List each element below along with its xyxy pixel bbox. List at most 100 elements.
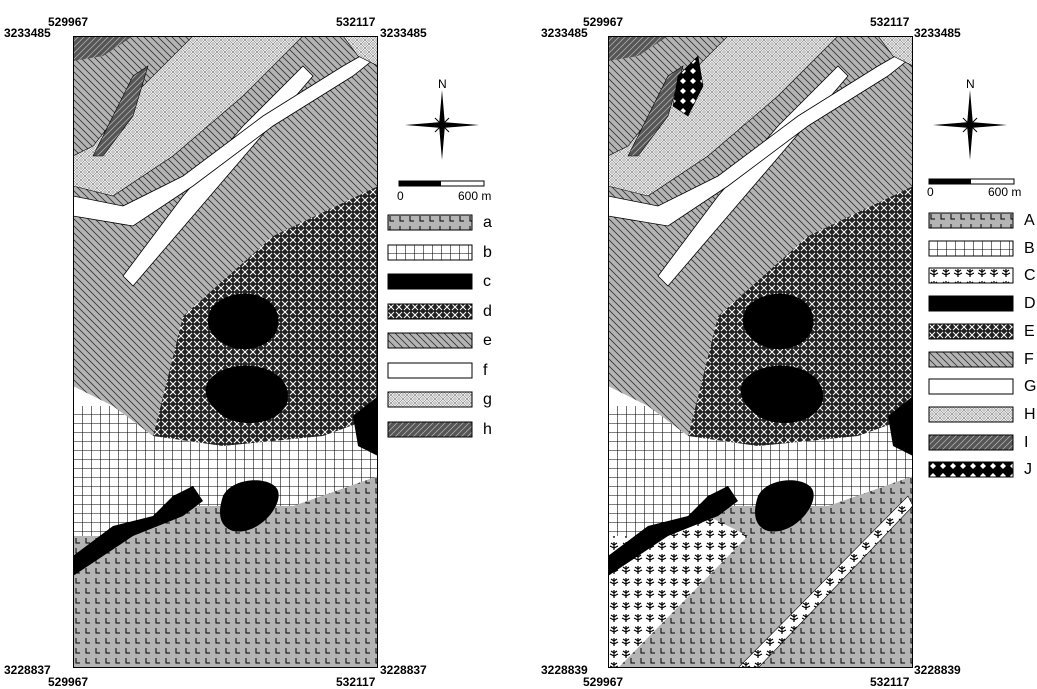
legend-label: d [483, 302, 492, 320]
legend-swatch [928, 406, 1014, 423]
legend-label: C [1024, 267, 1036, 285]
legend-swatch [928, 240, 1014, 257]
legend-swatch [387, 391, 473, 408]
legend-label: h [483, 420, 492, 438]
legend-swatch [387, 332, 473, 349]
left-coord-top-right-x: 532117 [336, 15, 376, 29]
legend-label: B [1024, 239, 1035, 257]
legend-label: F [1024, 350, 1034, 368]
legend-item: d [387, 303, 507, 323]
legend-swatch [387, 244, 473, 260]
legend-swatch [928, 323, 1014, 340]
left-zone-h2 [92, 65, 149, 157]
left-zone-a [73, 476, 378, 668]
legend-item: A [928, 212, 1037, 232]
right-coord-bottom-left-y: 3228839 [541, 663, 588, 677]
right-coord-bottom-left-x: 529967 [583, 675, 624, 689]
legend-label: H [1024, 405, 1036, 423]
right-zone-C2 [737, 495, 913, 668]
legend-item: E [928, 323, 1037, 343]
legend-item: a [387, 214, 507, 234]
legend-swatch [928, 378, 1014, 395]
left-zone-c3 [73, 486, 203, 576]
legend-item: D [928, 295, 1037, 315]
legend-swatch [387, 362, 473, 378]
left-zone-f2 [73, 45, 378, 227]
legend-item: g [387, 391, 507, 411]
legend-label: e [483, 332, 492, 349]
right-zone-G2 [608, 45, 913, 227]
legend-label: a [483, 214, 492, 231]
legend-label: G [1024, 378, 1037, 396]
left-coord-top-left-x: 529967 [48, 15, 89, 29]
right-scale-start: 0 [927, 185, 934, 199]
right-zone-H2 [877, 36, 913, 67]
legend-item: C [928, 267, 1037, 287]
left-north-arrow: N [405, 77, 485, 160]
compass-icon [933, 90, 1007, 160]
legend-item: J [928, 461, 1037, 481]
right-coord-top-right-x: 532117 [870, 15, 910, 29]
right-zone-A [608, 476, 913, 668]
right-zone-D3 [608, 486, 738, 576]
legend-item: c [387, 273, 507, 293]
legend-swatch [928, 267, 1014, 284]
left-coord-bottom-left-y: 3228837 [4, 663, 51, 677]
left-zone-c1 [208, 293, 279, 350]
right-zone-D1 [743, 293, 814, 350]
left-coord-bottom-left-x: 529967 [48, 675, 89, 689]
right-coord-top-left-y: 3233485 [541, 26, 588, 40]
right-scale-bar [928, 178, 1015, 185]
legend-swatch [928, 212, 1014, 229]
right-zone-D4 [755, 480, 814, 532]
left-scale-bar [398, 180, 485, 187]
left-zone-c5 [353, 396, 378, 456]
left-zone-c4 [220, 480, 279, 532]
legend-swatch [387, 273, 473, 290]
legend-swatch [928, 351, 1014, 367]
right-north-label: N [966, 77, 975, 91]
legend-swatch [387, 214, 473, 231]
right-coord-top-right-y: 3233485 [914, 26, 961, 40]
legend-item: f [387, 362, 507, 382]
left-zone-c2 [205, 365, 288, 424]
left-zone-h [73, 36, 133, 61]
legend-label: E [1024, 322, 1035, 340]
legend-label: c [483, 273, 491, 290]
legend-swatch [387, 303, 473, 319]
right-coord-bottom-right-x: 532117 [870, 675, 910, 689]
compass-icon [405, 90, 479, 160]
right-zone-D5 [888, 396, 913, 456]
legend-label: A [1024, 212, 1035, 229]
right-map-canvas [608, 36, 913, 668]
legend-item: e [387, 332, 507, 352]
left-coord-top-left-y: 3233485 [4, 26, 51, 40]
right-zone-J [672, 55, 704, 117]
legend-item: H [928, 406, 1037, 426]
left-zone-g [73, 36, 304, 197]
legend-label: b [483, 243, 492, 261]
right-north-arrow: N [933, 77, 1013, 160]
legend-item: B [928, 240, 1037, 260]
right-coord-bottom-right-y: 3228839 [914, 663, 961, 677]
legend-item: b [387, 244, 507, 264]
legend-item: I [928, 434, 1037, 454]
left-coord-bottom-right-x: 532117 [336, 675, 376, 689]
left-north-label: N [438, 77, 447, 91]
legend-swatch [928, 434, 1014, 451]
left-scale-end: 600 m [458, 189, 492, 203]
left-map-canvas [73, 36, 378, 668]
left-coord-bottom-right-y: 3228837 [380, 663, 427, 677]
legend-item: G [928, 378, 1037, 398]
left-zone-g2 [342, 36, 378, 67]
legend-swatch [387, 421, 473, 437]
legend-label: f [483, 361, 488, 379]
legend-item: F [928, 351, 1037, 371]
legend-label: D [1024, 295, 1036, 313]
legend-label: I [1024, 433, 1029, 451]
right-zone-I [608, 36, 668, 61]
legend-label: J [1024, 461, 1032, 479]
right-zone-D2 [740, 365, 823, 424]
legend-swatch [928, 461, 1014, 478]
legend-item: h [387, 421, 507, 441]
